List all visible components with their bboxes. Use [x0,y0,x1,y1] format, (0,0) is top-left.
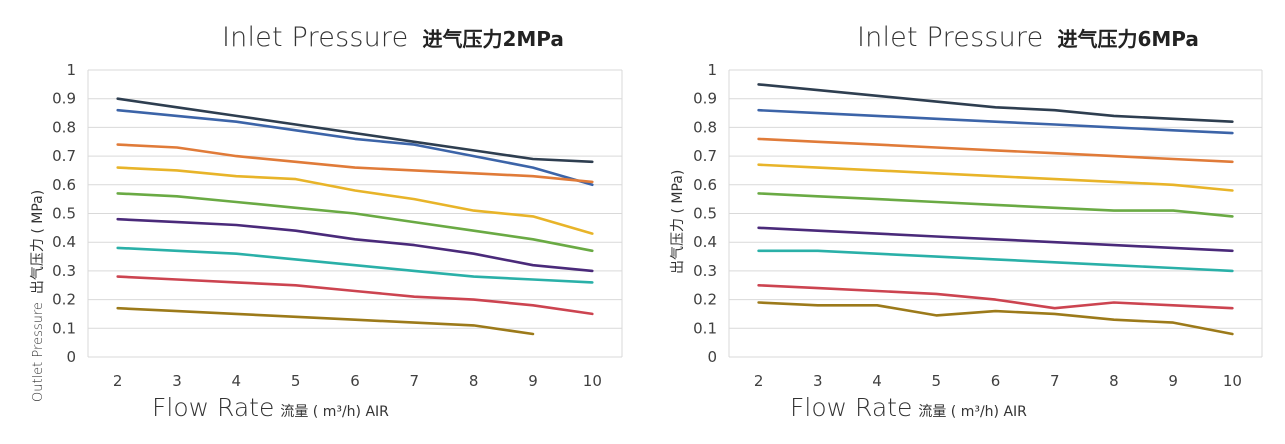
y-tick-label: 0.2 [52,291,76,309]
chart-title-en: Inlet Pressure [857,22,1044,53]
y-tick-label: 0.8 [52,118,76,136]
y-tick-label: 0.1 [52,319,76,337]
series-line-4 [116,166,594,235]
chart-title-cn: 进气压力6MPa [1057,27,1199,51]
x-tick-label: 2 [113,372,123,390]
x-tick-label: 10 [583,372,602,390]
series-line-5 [116,192,594,253]
y-tick-label: 0.7 [693,147,717,165]
x-tick-label: 10 [1223,372,1242,390]
x-tick-label: 5 [291,372,301,390]
x-tick-label: 7 [410,372,420,390]
x-axis-title-en: Flow Rate [790,393,913,422]
x-tick-label: 2 [754,372,764,390]
x-tick-label: 9 [1168,372,1178,390]
x-tick-label: 3 [172,372,182,390]
y-tick-label: 0.6 [693,176,717,194]
series-line-4 [757,163,1234,192]
y-tick-label: 1 [707,61,717,79]
series-line-8 [757,283,1234,310]
series-line-6 [116,217,594,273]
x-axis-title: Flow Rate 流量 ( m³/h) AIR [790,393,1027,422]
y-tick-label: 0.3 [52,262,76,280]
series-line-3 [116,143,594,184]
y-tick-label: 0.5 [693,205,717,223]
x-tick-label: 4 [232,372,242,390]
x-tick-label: 8 [469,372,479,390]
x-tick-label: 9 [528,372,538,390]
series-line-8 [116,275,594,316]
y-tick-label: 0.3 [693,262,717,280]
chart-panel-6mpa: Inlet Pressure 进气压力6MPa 出气压力 ( MPa) 0 0.1 0… [640,0,1285,444]
y-tick-label: 0 [66,348,76,366]
chart-title: Inlet Pressure 进气压力2MPa [222,22,564,53]
chart-title: Inlet Pressure 进气压力6MPa [857,22,1199,53]
y-tick-label: 0.5 [52,205,76,223]
x-tick-label: 4 [872,372,882,390]
y-tick-label: 0.1 [693,319,717,337]
series-line-2 [757,108,1234,135]
series-line-7 [757,249,1234,273]
series-line-9 [757,301,1234,336]
x-tick-label: 3 [813,372,823,390]
y-tick-label: 0.2 [693,291,717,309]
y-tick-label: 1 [66,61,76,79]
series-line-6 [757,226,1234,253]
chart-title-cn: 进气压力2MPa [422,27,564,51]
y-tick-label: 0 [707,348,717,366]
x-axis-title-en: Flow Rate [152,393,275,422]
series-line-1 [116,97,594,164]
x-axis-title-cn: 流量 ( m³/h) AIR [280,404,389,420]
series-line-1 [757,83,1234,123]
x-tick-label: 7 [1050,372,1060,390]
y-tick-label: 0.4 [52,233,76,251]
x-axis-title: Flow Rate 流量 ( m³/h) AIR [152,393,389,422]
chart-panel-2mpa: Inlet Pressure 进气压力2MPa Outlet Pressure出气… [0,0,640,444]
x-tick-label: 8 [1109,372,1119,390]
y-tick-label: 0.6 [52,176,76,194]
x-tick-label: 5 [932,372,942,390]
series-line-9 [116,306,535,336]
series-line-7 [116,246,594,284]
series-line-3 [757,137,1234,164]
x-tick-label: 6 [350,372,360,390]
y-tick-label: 0.9 [693,90,717,108]
line-chart-2mpa: 0 0.1 0.2 0.3 0.4 0.5 0.6 0.7 0.8 0.9 1 2 3 4 5 6 7 8 9 10 [52,61,623,390]
x-tick-label: 6 [991,372,1001,390]
y-tick-label: 0.4 [693,233,717,251]
chart-title-en: Inlet Pressure [222,22,409,53]
line-chart-6mpa: 0 0.1 0.2 0.3 0.4 0.5 0.6 0.7 0.8 0.9 1 2 3 4 5 6 7 8 9 10 [693,61,1263,390]
x-axis-title-cn: 流量 ( m³/h) AIR [918,404,1027,420]
y-tick-label: 0.8 [693,118,717,136]
series-line-5 [757,192,1234,218]
y-tick-label: 0.9 [52,90,76,108]
series-line-2 [116,108,594,187]
y-tick-label: 0.7 [52,147,76,165]
